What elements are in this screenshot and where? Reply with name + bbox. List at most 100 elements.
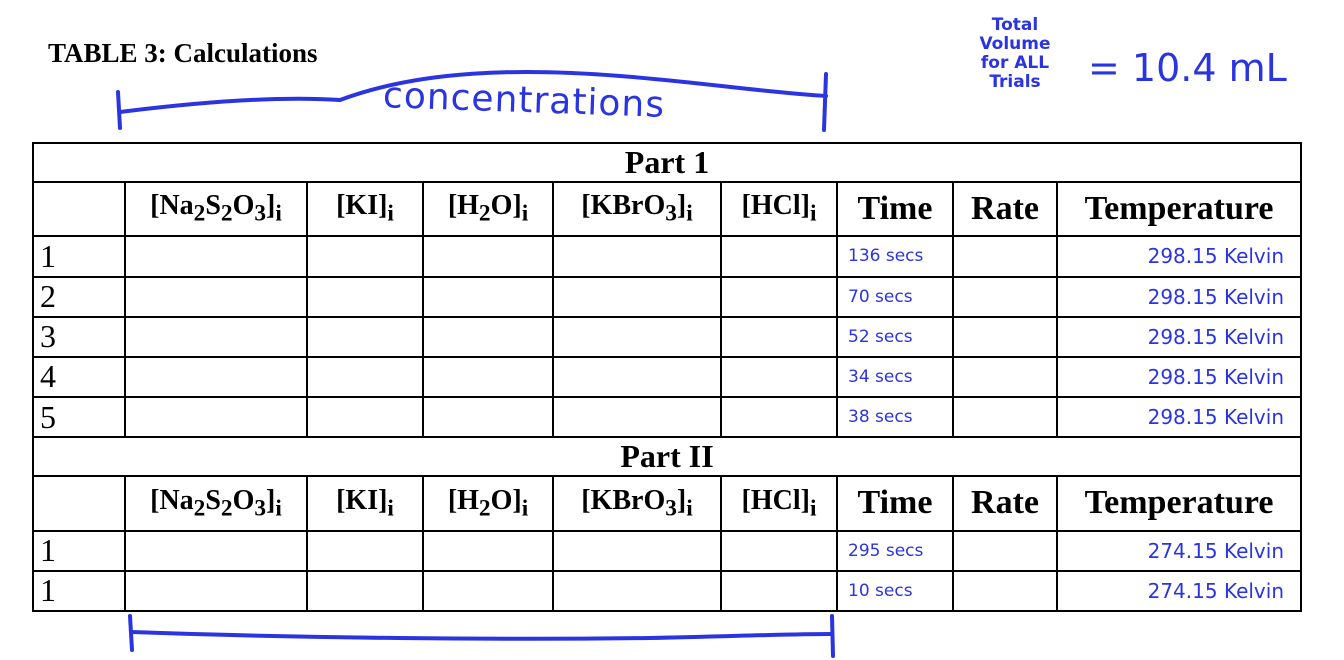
bottom-bracket-right-tick bbox=[830, 614, 835, 658]
temperature-value: 274.15 Kelvin bbox=[1056, 529, 1302, 572]
trial-number: 1 bbox=[32, 529, 126, 572]
column-header: Time bbox=[836, 181, 954, 238]
column-header: Temperature bbox=[1056, 181, 1302, 238]
column-header: Time bbox=[836, 475, 954, 532]
section-header-row: Part II bbox=[32, 436, 1302, 478]
time-value: 34 secs bbox=[836, 355, 954, 399]
empty-cell bbox=[720, 529, 838, 572]
column-header bbox=[32, 181, 126, 238]
total-volume-label: Total Volume for ALL Trials bbox=[960, 16, 1070, 92]
document-title: TABLE 3: Calculations bbox=[48, 38, 318, 68]
empty-cell bbox=[552, 235, 722, 278]
empty-cell bbox=[552, 355, 722, 399]
temperature-value: 274.15 Kelvin bbox=[1056, 569, 1302, 613]
section-header-row: Part 1 bbox=[32, 141, 1302, 184]
empty-cell bbox=[952, 235, 1058, 278]
top-bracket-line bbox=[118, 69, 828, 114]
table-row: 3 52 secs 298.15 Kelvin bbox=[32, 315, 1302, 358]
empty-cell bbox=[952, 275, 1058, 318]
time-value: 136 secs bbox=[836, 235, 954, 278]
empty-cell bbox=[124, 395, 308, 439]
top-bracket-left-tick bbox=[116, 90, 122, 130]
trial-number: 1 bbox=[32, 235, 126, 278]
empty-cell bbox=[422, 235, 554, 278]
empty-cell bbox=[124, 569, 308, 613]
empty-cell bbox=[720, 235, 838, 278]
empty-cell bbox=[306, 315, 424, 358]
empty-cell bbox=[720, 395, 838, 439]
empty-cell bbox=[720, 275, 838, 318]
empty-cell bbox=[306, 569, 424, 613]
empty-cell bbox=[720, 315, 838, 358]
column-header-row: [Na2S2O3]i [KI]i [H2O]i [KBrO3]i [HCl]i Time R… bbox=[32, 181, 1302, 238]
top-bracket-right-tick bbox=[822, 72, 828, 132]
bottom-bracket-line bbox=[130, 630, 834, 641]
empty-cell bbox=[124, 315, 308, 358]
column-header: [KBrO3]i bbox=[552, 181, 722, 238]
table-row: 1 295 secs 274.15 Kelvin bbox=[32, 529, 1302, 572]
empty-cell bbox=[306, 275, 424, 318]
column-header: [Na2S2O3]i bbox=[124, 475, 308, 532]
temperature-value: 298.15 Kelvin bbox=[1056, 355, 1302, 399]
column-header: [Na2S2O3]i bbox=[124, 181, 308, 238]
column-header: [HCl]i bbox=[720, 475, 838, 532]
total-volume-value: = 10.4 mL bbox=[1088, 46, 1287, 90]
time-value: 10 secs bbox=[836, 569, 954, 613]
empty-cell bbox=[124, 235, 308, 278]
column-header: Rate bbox=[952, 475, 1058, 532]
column-header: [H2O]i bbox=[422, 181, 554, 238]
empty-cell bbox=[552, 395, 722, 439]
temperature-value: 298.15 Kelvin bbox=[1056, 395, 1302, 439]
empty-cell bbox=[952, 355, 1058, 399]
trial-number: 1 bbox=[32, 569, 126, 613]
table-row: 4 34 secs 298.15 Kelvin bbox=[32, 355, 1302, 399]
empty-cell bbox=[306, 395, 424, 439]
empty-cell bbox=[124, 529, 308, 572]
section-title: Part II bbox=[32, 436, 1302, 478]
empty-cell bbox=[952, 315, 1058, 358]
column-header: Rate bbox=[952, 181, 1058, 238]
column-header: [KI]i bbox=[306, 181, 424, 238]
total-label-line: for ALL bbox=[980, 53, 1050, 73]
empty-cell bbox=[552, 275, 722, 318]
table-row: 1 136 secs 298.15 Kelvin bbox=[32, 235, 1302, 278]
empty-cell bbox=[552, 569, 722, 613]
empty-cell bbox=[552, 315, 722, 358]
column-header: [KI]i bbox=[306, 475, 424, 532]
column-header: [KBrO3]i bbox=[552, 475, 722, 532]
time-value: 52 secs bbox=[836, 315, 954, 358]
empty-cell bbox=[952, 395, 1058, 439]
table-row: 2 70 secs 298.15 Kelvin bbox=[32, 275, 1302, 318]
trial-number: 5 bbox=[32, 395, 126, 439]
empty-cell bbox=[306, 235, 424, 278]
empty-cell bbox=[124, 275, 308, 318]
column-header: [H2O]i bbox=[422, 475, 554, 532]
empty-cell bbox=[422, 275, 554, 318]
empty-cell bbox=[552, 529, 722, 572]
empty-cell bbox=[952, 569, 1058, 613]
empty-cell bbox=[306, 355, 424, 399]
empty-cell bbox=[720, 355, 838, 399]
calculations-table: Part 1 [Na2S2O3]i [KI]i [H2O]i [KBrO3]i [HCl]… bbox=[32, 141, 1302, 613]
trial-number: 3 bbox=[32, 315, 126, 358]
total-label-line: Total bbox=[991, 15, 1039, 35]
total-label-line: Trials bbox=[989, 72, 1041, 92]
column-header: Temperature bbox=[1056, 475, 1302, 532]
empty-cell bbox=[306, 529, 424, 572]
temperature-value: 298.15 Kelvin bbox=[1056, 275, 1302, 318]
total-label-line: Volume bbox=[979, 34, 1051, 54]
empty-cell bbox=[422, 355, 554, 399]
column-header-row: [Na2S2O3]i [KI]i [H2O]i [KBrO3]i [HCl]i Time R… bbox=[32, 475, 1302, 532]
table-row: 5 38 secs 298.15 Kelvin bbox=[32, 395, 1302, 439]
empty-cell bbox=[422, 315, 554, 358]
column-header: [HCl]i bbox=[720, 181, 838, 238]
empty-cell bbox=[124, 355, 308, 399]
time-value: 295 secs bbox=[836, 529, 954, 572]
section-title: Part 1 bbox=[32, 141, 1302, 184]
table-row: 1 10 secs 274.15 Kelvin bbox=[32, 569, 1302, 613]
empty-cell bbox=[422, 529, 554, 572]
time-value: 38 secs bbox=[836, 395, 954, 439]
time-value: 70 secs bbox=[836, 275, 954, 318]
empty-cell bbox=[422, 569, 554, 613]
